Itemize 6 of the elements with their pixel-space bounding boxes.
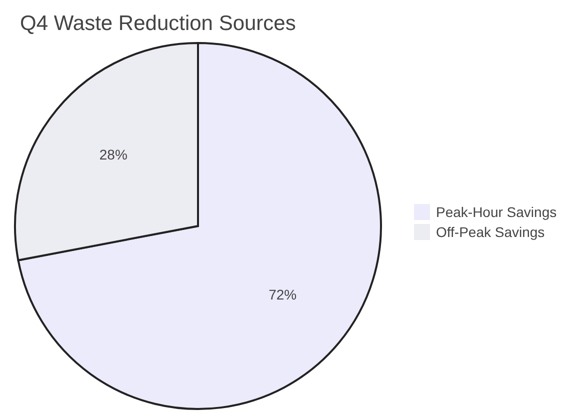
legend-label: Off-Peak Savings bbox=[436, 224, 545, 240]
data-label: 72% bbox=[268, 286, 297, 303]
pie-slice bbox=[17, 42, 382, 410]
data-label: 28% bbox=[99, 146, 128, 163]
chart-title: Q4 Waste Reduction Sources bbox=[20, 12, 296, 35]
legend-label: Peak-Hour Savings bbox=[436, 204, 557, 220]
